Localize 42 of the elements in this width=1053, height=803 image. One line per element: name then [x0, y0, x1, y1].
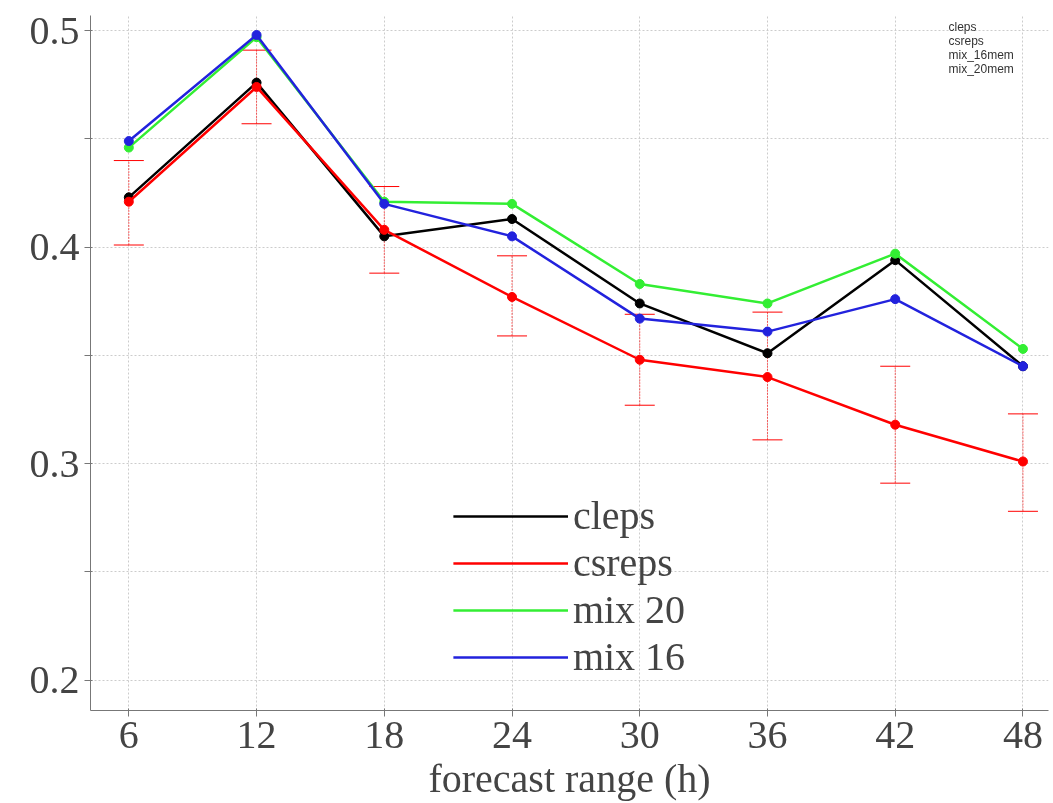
- point: [762, 298, 773, 309]
- x-tick-label: 48: [1002, 711, 1043, 757]
- x-tick-label: 12: [236, 711, 277, 757]
- point: [1017, 343, 1028, 354]
- point: [379, 224, 390, 235]
- point: [123, 136, 134, 147]
- point: [762, 348, 773, 359]
- annotation: mix_20mem: [948, 61, 1014, 76]
- y-tick-label: 0.2: [29, 657, 80, 703]
- y-tick-label: 0.4: [29, 224, 80, 270]
- x-axis-title: forecast range (h): [428, 755, 711, 801]
- annotation: mix_16mem: [948, 47, 1014, 62]
- point: [507, 231, 518, 242]
- point: [251, 81, 262, 92]
- annotation: cleps: [948, 19, 977, 34]
- annotation: csreps: [948, 33, 984, 48]
- point: [890, 419, 901, 430]
- y-tick-label: 0.3: [29, 440, 80, 486]
- legend-label: csreps: [572, 539, 673, 586]
- legend-label: cleps: [572, 492, 656, 539]
- x-tick-label: 30: [619, 711, 660, 757]
- point: [507, 198, 518, 209]
- point: [762, 326, 773, 337]
- x-tick-label: 42: [875, 711, 916, 757]
- legend-label: mix 16: [572, 633, 686, 680]
- y-tick-label: 0.5: [29, 7, 80, 53]
- point: [634, 354, 645, 365]
- point: [507, 291, 518, 302]
- point: [634, 313, 645, 324]
- legend-label: mix 20: [572, 586, 686, 633]
- point: [507, 214, 518, 225]
- x-tick-label: 18: [364, 711, 405, 757]
- point: [634, 298, 645, 309]
- point: [123, 196, 134, 207]
- point: [890, 294, 901, 305]
- x-tick-label: 36: [747, 711, 788, 757]
- x-tick-label: 6: [118, 711, 139, 757]
- point: [634, 278, 645, 289]
- point: [890, 248, 901, 259]
- point: [762, 372, 773, 383]
- x-tick-label: 24: [492, 711, 533, 757]
- point: [1017, 456, 1028, 467]
